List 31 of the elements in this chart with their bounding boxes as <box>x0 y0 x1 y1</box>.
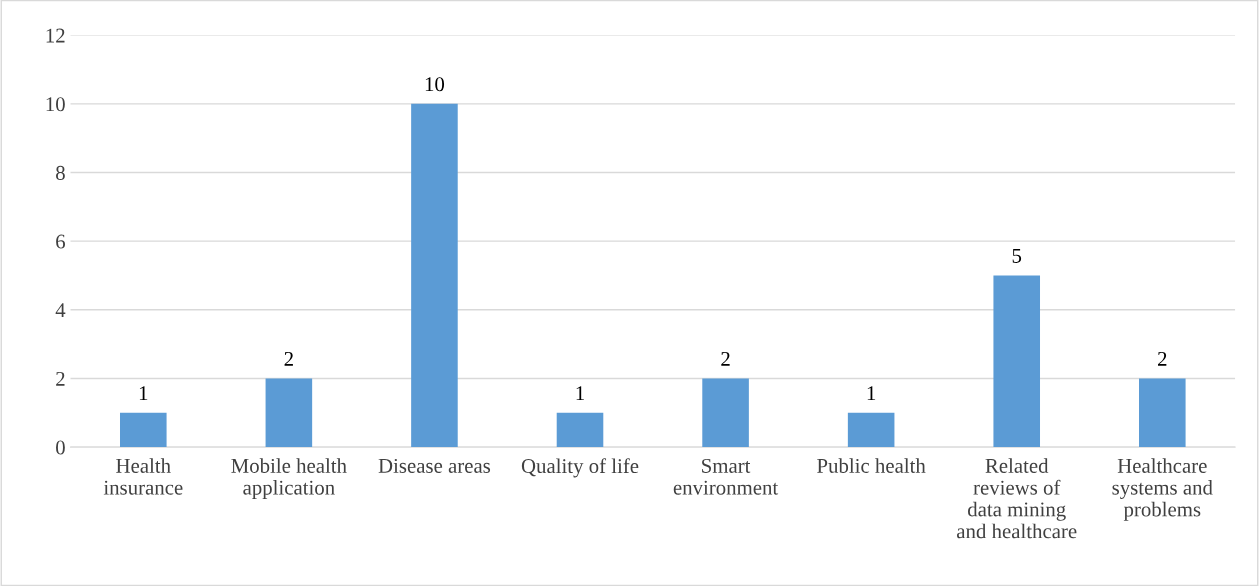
y-tick-label: 4 <box>55 303 66 318</box>
x-tick-label: Health insurance <box>103 458 183 495</box>
data-label: 1 <box>139 386 148 401</box>
y-tick-label: 10 <box>46 97 65 112</box>
x-tick-label: Quality of life <box>521 458 639 478</box>
x-tick-label: Healthcare systems and problems <box>1112 458 1213 521</box>
data-label: 1 <box>867 386 876 401</box>
data-label: 5 <box>1012 249 1022 263</box>
bar <box>265 378 313 448</box>
data-label: 2 <box>721 351 730 366</box>
bar <box>1139 378 1186 448</box>
bar <box>556 412 604 448</box>
y-tick-label: 8 <box>56 165 65 180</box>
x-tick-label: Public health <box>817 458 926 473</box>
data-label: 1 <box>576 386 584 401</box>
bar <box>120 412 167 448</box>
bar <box>702 378 749 448</box>
x-tick-label: Related reviews of data mining and healthcare <box>957 458 1077 539</box>
y-tick-label: 12 <box>46 28 65 43</box>
y-tick-label: 6 <box>56 234 66 249</box>
x-tick-label: Disease areas <box>378 458 491 473</box>
bar <box>847 412 895 448</box>
bar <box>411 103 458 448</box>
data-label: 2 <box>284 351 293 366</box>
bar <box>993 275 1041 448</box>
x-tick-label: Smart environment <box>673 458 779 495</box>
x-tick-label: Mobile health application <box>231 458 347 499</box>
y-tick-label: 2 <box>56 371 65 386</box>
y-tick-label: 0 <box>56 440 65 455</box>
data-label: 10 <box>425 77 445 92</box>
data-label: 2 <box>1158 351 1167 366</box>
